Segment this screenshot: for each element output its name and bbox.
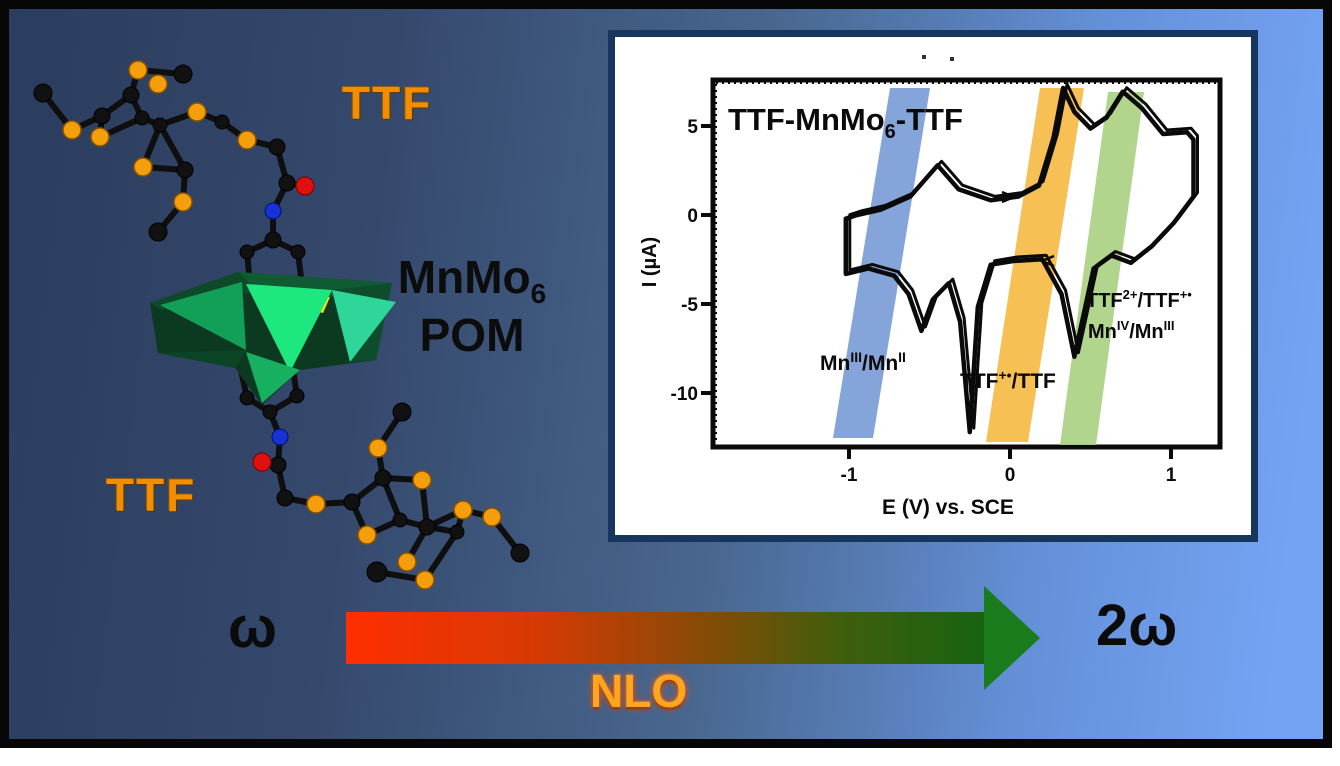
tick-labels: 5 0 -5 -10 -1 0 1 bbox=[671, 117, 1177, 486]
band-mn3-mn2 bbox=[833, 88, 930, 438]
inset-title: TTF-MnMo6-TTF bbox=[728, 102, 963, 143]
scan-direction-arrows bbox=[1001, 190, 1055, 268]
label-ttf-radical: TTF+•/TTF bbox=[960, 367, 1056, 393]
cv-inset-panel: 5 0 -5 -10 -1 0 1 I (µA) E (V) vs. SCE T… bbox=[608, 30, 1258, 542]
ytick-neg5: -5 bbox=[681, 295, 698, 316]
cv-trace bbox=[848, 82, 1199, 430]
band-ttf-dication bbox=[1060, 92, 1144, 445]
xtick-neg1: -1 bbox=[841, 465, 858, 486]
x-axis-label: E (V) vs. SCE bbox=[882, 496, 1014, 519]
label-ttf-dication: TTF2+/TTF+• bbox=[1086, 287, 1192, 312]
redox-bands bbox=[833, 88, 1144, 445]
ytick-5: 5 bbox=[687, 117, 698, 138]
ytick-neg10: -10 bbox=[671, 384, 698, 405]
y-axis-label: I (µA) bbox=[639, 237, 661, 287]
ytick-0: 0 bbox=[687, 206, 698, 227]
xtick-0: 0 bbox=[1005, 465, 1016, 486]
band-ttf-radical bbox=[986, 88, 1084, 442]
stray-dots bbox=[922, 55, 954, 61]
label-mn4-mn3: MnIV/MnIII bbox=[1088, 318, 1174, 343]
label-mn3-mn2: MnIII/MnII bbox=[820, 349, 906, 375]
xtick-1: 1 bbox=[1166, 465, 1177, 486]
axis-ticks bbox=[701, 124, 1173, 459]
cv-chart: 5 0 -5 -10 -1 0 1 I (µA) E (V) vs. SCE T… bbox=[608, 30, 1258, 542]
cv-traces bbox=[843, 82, 1199, 435]
